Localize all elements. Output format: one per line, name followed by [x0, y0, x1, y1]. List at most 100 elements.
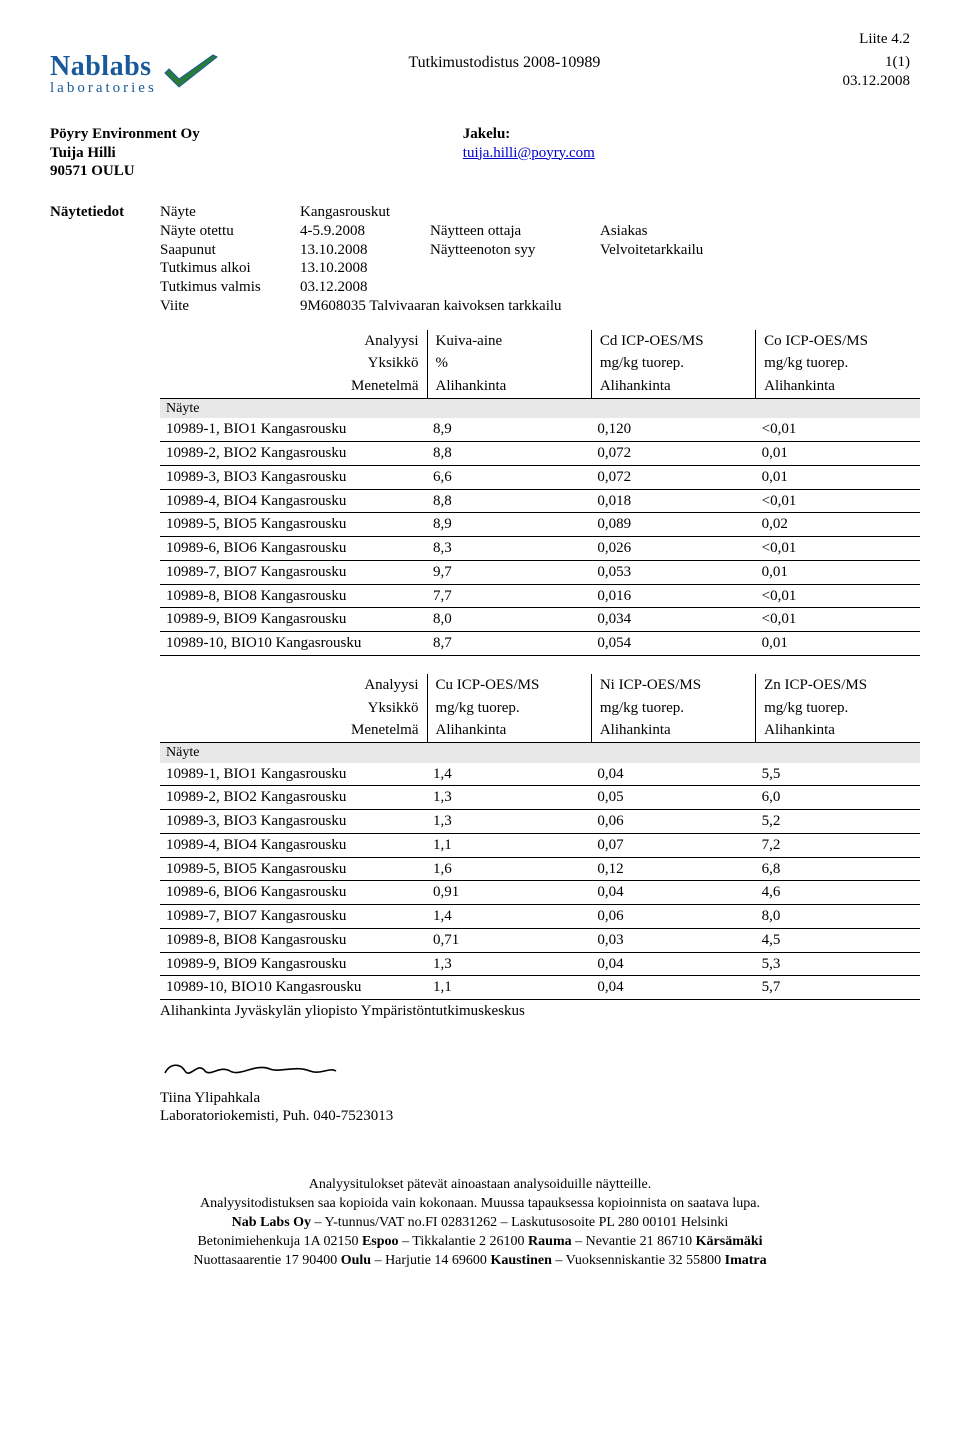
- row-value: 1,3: [427, 952, 591, 976]
- row-label: 10989-8, BIO8 Kangasrousku: [160, 928, 427, 952]
- table-column-header: Kuiva-aine: [427, 330, 591, 353]
- row-value: 5,5: [756, 763, 920, 786]
- results-table-2: AnalyysiCu ICP-OES/MSNi ICP-OES/MSZn ICP…: [160, 674, 920, 1000]
- table-column-header: Alihankinta: [756, 719, 920, 742]
- row-value: 5,3: [756, 952, 920, 976]
- meta-key: Näyte otettu: [160, 222, 300, 241]
- row-value: 1,4: [427, 905, 591, 929]
- table-row: 10989-2, BIO2 Kangasrousku1,30,056,0: [160, 786, 920, 810]
- table-column-header: %: [427, 352, 591, 375]
- row-value: 7,7: [427, 584, 591, 608]
- doc-date: 03.12.2008: [790, 72, 910, 91]
- table-column-header: mg/kg tuorep.: [756, 352, 920, 375]
- row-value: 6,0: [756, 786, 920, 810]
- footer-line-1: Analyysitulokset pätevät ainoastaan anal…: [50, 1176, 910, 1195]
- table-column-header: Alihankinta: [756, 375, 920, 398]
- table-row: 10989-8, BIO8 Kangasrousku7,70,016<0,01: [160, 584, 920, 608]
- attachment-label: Liite 4.2: [50, 30, 910, 49]
- row-value: 1,3: [427, 810, 591, 834]
- row-value: 0,072: [591, 442, 755, 466]
- header: Nablabs laboratories Tutkimustodistus 20…: [50, 53, 910, 97]
- row-value: 0,054: [591, 632, 755, 656]
- row-value: 0,053: [591, 560, 755, 584]
- signer-title: Laboratoriokemisti, Puh. 040-7523013: [160, 1107, 910, 1126]
- logo-bottom: laboratories: [50, 81, 157, 96]
- row-value: 0,12: [591, 857, 755, 881]
- row-label: 10989-4, BIO4 Kangasrousku: [160, 833, 427, 857]
- row-label: 10989-10, BIO10 Kangasrousku: [160, 632, 427, 656]
- row-value: 8,9: [427, 418, 591, 441]
- row-value: 7,2: [756, 833, 920, 857]
- table-row: 10989-2, BIO2 Kangasrousku8,80,0720,01: [160, 442, 920, 466]
- table-row: 10989-6, BIO6 Kangasrousku0,910,044,6: [160, 881, 920, 905]
- footer-line-4: Betonimiehenkuja 1A 02150 Espoo – Tikkal…: [50, 1233, 910, 1252]
- footer-line-2: Analyysitodistuksen saa kopioida vain ko…: [50, 1195, 910, 1214]
- row-label: 10989-10, BIO10 Kangasrousku: [160, 976, 427, 1000]
- sample-meta: Näytetiedot NäyteKangasrouskutNäyte otet…: [50, 203, 910, 316]
- client-email[interactable]: tuija.hilli@poyry.com: [463, 145, 595, 161]
- table-row: 10989-6, BIO6 Kangasrousku8,30,026<0,01: [160, 537, 920, 561]
- row-value: 0,71: [427, 928, 591, 952]
- sample-header-row: Näyte: [160, 743, 920, 763]
- logo-top: Nablabs: [50, 53, 157, 81]
- row-value: 8,8: [427, 489, 591, 513]
- meta-key: Tutkimus alkoi: [160, 259, 300, 278]
- meta-value: Kangasrouskut: [300, 203, 390, 222]
- table-column-header: mg/kg tuorep.: [427, 697, 591, 720]
- row-value: 1,1: [427, 976, 591, 1000]
- table-column-header: Alihankinta: [427, 375, 591, 398]
- row-value: 0,034: [591, 608, 755, 632]
- row-value: 1,1: [427, 833, 591, 857]
- table-row: 10989-8, BIO8 Kangasrousku0,710,034,5: [160, 928, 920, 952]
- row-value: 0,120: [591, 418, 755, 441]
- row-value: 8,7: [427, 632, 591, 656]
- row-label: 10989-2, BIO2 Kangasrousku: [160, 442, 427, 466]
- row-value: 0,01: [756, 632, 920, 656]
- row-value: 0,06: [591, 810, 755, 834]
- row-label: 10989-3, BIO3 Kangasrousku: [160, 465, 427, 489]
- row-value: 4,5: [756, 928, 920, 952]
- meta-section-label: Näytetiedot: [50, 203, 160, 316]
- client-block: Pöyry Environment Oy Tuija Hilli 90571 O…: [50, 125, 910, 181]
- row-value: 8,9: [427, 513, 591, 537]
- client-contact: Tuija Hilli: [50, 144, 463, 163]
- signer-name: Tiina Ylipahkala: [160, 1089, 910, 1108]
- row-label: 10989-1, BIO1 Kangasrousku: [160, 763, 427, 786]
- row-value: 0,072: [591, 465, 755, 489]
- row-value: 4,6: [756, 881, 920, 905]
- table-row: 10989-7, BIO7 Kangasrousku9,70,0530,01: [160, 560, 920, 584]
- table-row: 10989-9, BIO9 Kangasrousku1,30,045,3: [160, 952, 920, 976]
- row-value: 8,0: [427, 608, 591, 632]
- meta-extra-value: Velvoitetarkkailu: [600, 241, 703, 260]
- row-label: 10989-2, BIO2 Kangasrousku: [160, 786, 427, 810]
- row-value: 8,0: [756, 905, 920, 929]
- table-header-label: Yksikkö: [160, 697, 427, 720]
- row-value: 0,05: [591, 786, 755, 810]
- row-value: <0,01: [756, 608, 920, 632]
- logo-check-icon: [163, 53, 219, 97]
- signature-icon: [160, 1055, 910, 1089]
- row-value: 0,04: [591, 763, 755, 786]
- row-label: 10989-6, BIO6 Kangasrousku: [160, 537, 427, 561]
- row-label: 10989-7, BIO7 Kangasrousku: [160, 905, 427, 929]
- row-label: 10989-9, BIO9 Kangasrousku: [160, 952, 427, 976]
- table-header-label: Analyysi: [160, 674, 427, 697]
- row-value: 0,06: [591, 905, 755, 929]
- meta-value: 4-5.9.2008: [300, 222, 430, 241]
- row-value: 0,02: [756, 513, 920, 537]
- row-value: 1,6: [427, 857, 591, 881]
- table-column-header: Ni ICP-OES/MS: [591, 674, 755, 697]
- meta-extra-key: Näytteen ottaja: [430, 222, 600, 241]
- table-column-header: mg/kg tuorep.: [591, 352, 755, 375]
- client-location: 90571 OULU: [50, 162, 463, 181]
- meta-value: 9M608035 Talvivaaran kaivoksen tarkkailu: [300, 297, 562, 316]
- page-date: 1(1) 03.12.2008: [790, 53, 910, 91]
- meta-key: Saapunut: [160, 241, 300, 260]
- table-column-header: Alihankinta: [591, 719, 755, 742]
- meta-row: Saapunut13.10.2008Näytteenoton syyVelvoi…: [160, 241, 910, 260]
- row-label: 10989-6, BIO6 Kangasrousku: [160, 881, 427, 905]
- footer-line-5: Nuottasaarentie 17 90400 Oulu – Harjutie…: [50, 1252, 910, 1271]
- row-value: 1,3: [427, 786, 591, 810]
- row-label: 10989-7, BIO7 Kangasrousku: [160, 560, 427, 584]
- table-row: 10989-7, BIO7 Kangasrousku1,40,068,0: [160, 905, 920, 929]
